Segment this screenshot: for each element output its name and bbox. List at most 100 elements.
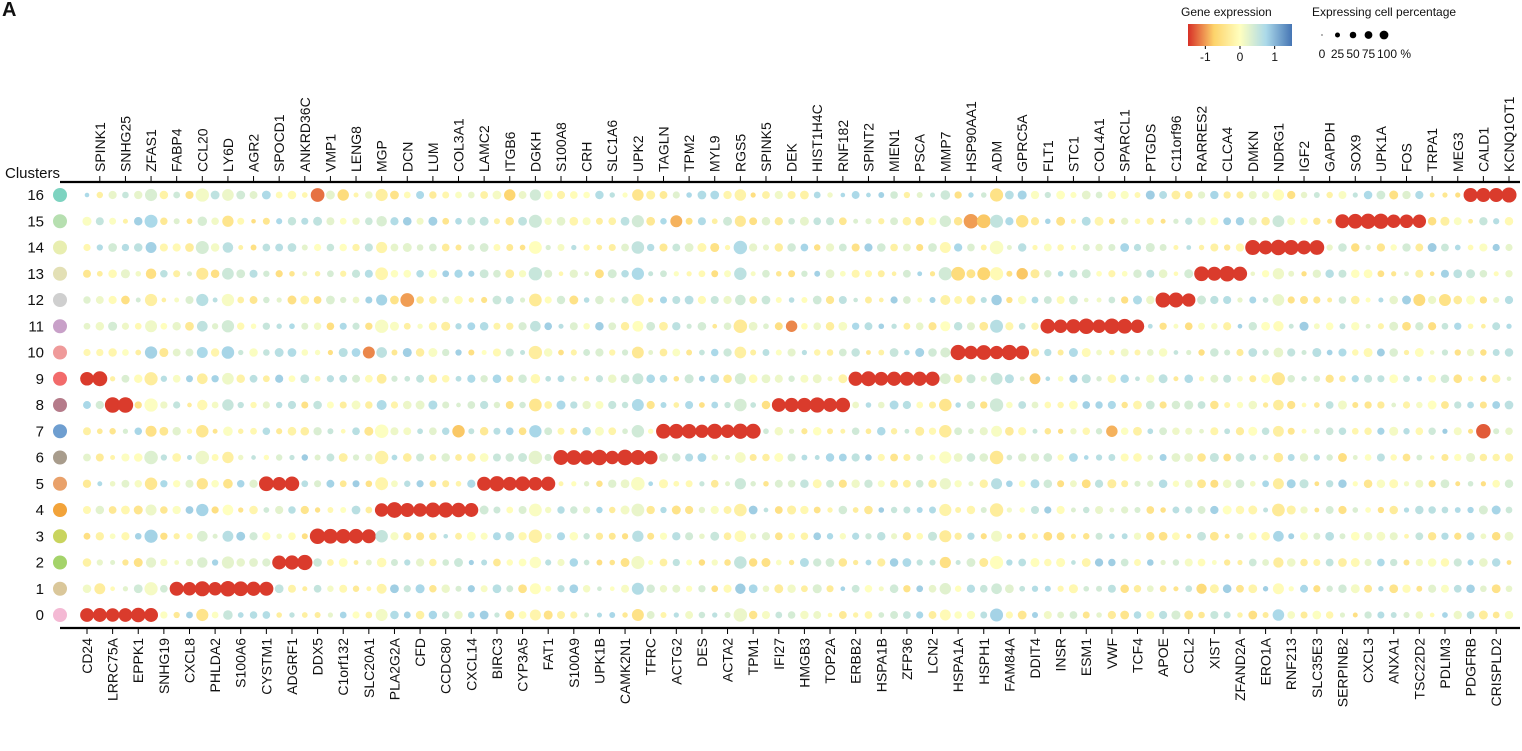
gene-label-top: ZFAS1 bbox=[143, 129, 159, 172]
expression-dot bbox=[186, 455, 192, 460]
expression-dot bbox=[504, 189, 516, 201]
expression-dot bbox=[1094, 479, 1104, 488]
expression-dot bbox=[1070, 507, 1076, 513]
expression-dot bbox=[864, 296, 872, 304]
expression-dot bbox=[455, 532, 462, 540]
expression-dot bbox=[1390, 244, 1397, 251]
expression-dot bbox=[416, 532, 425, 541]
expression-dot bbox=[1044, 506, 1052, 514]
expression-dot bbox=[272, 555, 287, 570]
expression-dot bbox=[339, 584, 348, 593]
expression-dot bbox=[749, 296, 758, 304]
expression-dot bbox=[1109, 533, 1115, 540]
expression-dot bbox=[940, 190, 951, 200]
expression-dot bbox=[390, 243, 399, 252]
expression-dot bbox=[569, 531, 579, 541]
expression-dot bbox=[1030, 479, 1040, 489]
expression-dot bbox=[327, 270, 334, 278]
expression-dot bbox=[339, 611, 347, 619]
expression-dot bbox=[438, 502, 454, 518]
expression-dot bbox=[1172, 427, 1180, 436]
cluster-color-chip bbox=[53, 424, 67, 439]
cluster-label: 9 bbox=[36, 371, 44, 388]
expression-dot bbox=[492, 190, 502, 200]
expression-dot bbox=[289, 271, 295, 277]
expression-dot bbox=[493, 506, 501, 514]
expression-dot bbox=[1092, 319, 1106, 333]
expression-dot bbox=[417, 428, 423, 435]
expression-dot bbox=[1429, 612, 1435, 618]
expression-dot bbox=[528, 450, 543, 465]
expression-dot bbox=[750, 271, 756, 277]
expression-dot bbox=[1135, 376, 1140, 382]
expression-dot bbox=[939, 215, 952, 227]
expression-dot bbox=[429, 480, 437, 488]
expression-dot bbox=[1237, 375, 1243, 382]
expression-dot bbox=[1018, 453, 1027, 462]
expression-dot bbox=[160, 217, 168, 225]
expression-dot bbox=[222, 451, 234, 464]
expression-dot bbox=[468, 428, 475, 435]
expression-dot bbox=[1377, 270, 1385, 278]
expression-dot bbox=[1006, 559, 1013, 566]
expression-dot bbox=[238, 507, 244, 513]
expression-dot bbox=[915, 216, 925, 226]
cluster-color-chip bbox=[53, 555, 67, 570]
expression-dot bbox=[1078, 318, 1094, 334]
expression-dot bbox=[1352, 349, 1359, 356]
expression-dot bbox=[1272, 583, 1284, 595]
expression-dot bbox=[1505, 270, 1513, 278]
expression-dot bbox=[732, 423, 748, 439]
expression-dot bbox=[1492, 479, 1501, 488]
expression-dot bbox=[121, 453, 130, 462]
expression-dot bbox=[197, 399, 208, 411]
expression-dot bbox=[1364, 584, 1373, 593]
expression-dot bbox=[1376, 531, 1386, 541]
expression-dot bbox=[711, 585, 719, 593]
expression-dot bbox=[699, 481, 705, 487]
expression-dot bbox=[211, 323, 219, 330]
expression-dot bbox=[1134, 559, 1141, 566]
expression-dot bbox=[929, 271, 936, 277]
expression-dot bbox=[210, 243, 220, 252]
expression-dot bbox=[1133, 532, 1142, 540]
expression-dot bbox=[429, 585, 437, 593]
expression-dot bbox=[1134, 349, 1141, 356]
expression-dot bbox=[980, 244, 987, 251]
expression-dot bbox=[468, 191, 475, 199]
expression-dot bbox=[404, 559, 411, 566]
expression-dot bbox=[631, 215, 644, 228]
expression-dot bbox=[1491, 374, 1501, 384]
expression-dot bbox=[121, 243, 130, 252]
expression-dot bbox=[775, 297, 782, 303]
expression-dot bbox=[1109, 507, 1115, 513]
gene-label-top: MEG3 bbox=[1450, 132, 1466, 172]
expression-dot bbox=[249, 348, 258, 357]
expression-dot bbox=[1312, 610, 1322, 620]
expression-dot bbox=[825, 243, 835, 252]
expression-dot bbox=[480, 375, 488, 383]
expression-dot bbox=[1350, 295, 1360, 305]
expression-dot bbox=[1184, 558, 1193, 567]
expression-dot bbox=[877, 270, 885, 278]
expression-dot bbox=[980, 192, 987, 198]
expression-dot bbox=[724, 244, 731, 251]
expression-dot bbox=[1314, 481, 1320, 487]
expression-dot bbox=[697, 295, 707, 305]
cluster-color-chip bbox=[53, 476, 67, 491]
expression-dot bbox=[1263, 507, 1269, 513]
expression-dot bbox=[1272, 503, 1285, 517]
expression-dot bbox=[402, 243, 412, 252]
expression-dot bbox=[313, 243, 322, 252]
expression-dot bbox=[1476, 423, 1491, 439]
expression-dot bbox=[1376, 479, 1386, 489]
expression-dot bbox=[801, 454, 808, 461]
expression-dot bbox=[928, 584, 937, 593]
expression-dot bbox=[583, 322, 590, 330]
expression-dot bbox=[1249, 480, 1256, 487]
expression-dot bbox=[297, 554, 313, 571]
expression-dot bbox=[1352, 455, 1358, 460]
expression-dot bbox=[351, 505, 361, 515]
expression-dot bbox=[1120, 348, 1129, 357]
expression-dot bbox=[1031, 322, 1039, 330]
